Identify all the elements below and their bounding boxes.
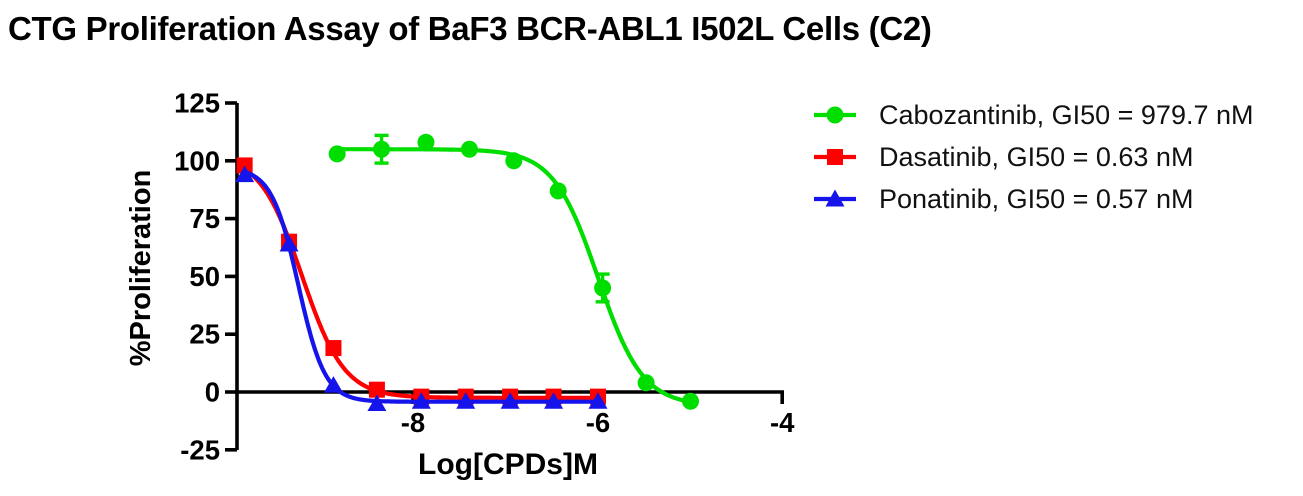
y-tick-label: 100 bbox=[174, 145, 220, 176]
data-point-ponatinib bbox=[235, 165, 255, 183]
y-tick-label: 75 bbox=[189, 203, 220, 234]
data-point-ponatinib bbox=[588, 392, 608, 409]
legend-triangle-glyph bbox=[825, 189, 845, 207]
data-point-cabozantinib bbox=[373, 140, 391, 158]
data-point-cabozantinib bbox=[594, 279, 612, 297]
data-point-ponatinib bbox=[456, 392, 476, 409]
chart-title: CTG Proliferation Assay of BaF3 BCR-ABL1… bbox=[8, 10, 932, 47]
data-point-dasatinib bbox=[236, 157, 253, 174]
y-axis-title: %Proliferation bbox=[125, 170, 157, 367]
y-tick-label: 50 bbox=[189, 261, 220, 292]
data-point-ponatinib bbox=[500, 392, 520, 409]
series-curve-cabozantinib bbox=[335, 147, 693, 404]
data-point-ponatinib bbox=[411, 392, 431, 409]
data-point-ponatinib bbox=[323, 376, 343, 393]
data-point-dasatinib bbox=[325, 340, 342, 357]
data-point-dasatinib bbox=[368, 381, 385, 398]
data-point-cabozantinib bbox=[637, 374, 655, 392]
y-tick-label: 25 bbox=[189, 319, 220, 350]
data-point-cabozantinib bbox=[328, 145, 346, 163]
x-tick-label: -6 bbox=[586, 407, 610, 438]
x-tick-label: -8 bbox=[401, 407, 425, 438]
legend-label-ponatinib: Ponatinib, GI50 = 0.57 nM bbox=[879, 183, 1194, 214]
legend-label-dasatinib: Dasatinib, GI50 = 0.63 nM bbox=[879, 141, 1194, 172]
y-tick-label: 0 bbox=[205, 377, 220, 408]
legend-item-cabozantinib: Cabozantinib, GI50 = 979.7 nM bbox=[813, 94, 1254, 136]
y-tick-label: -25 bbox=[180, 434, 220, 465]
legend-item-ponatinib: Ponatinib, GI50 = 0.57 nM bbox=[813, 178, 1254, 220]
triangle-marker-icon bbox=[814, 189, 856, 207]
data-point-cabozantinib bbox=[460, 140, 478, 158]
square-marker-icon bbox=[814, 149, 856, 165]
data-point-ponatinib bbox=[544, 392, 564, 409]
data-point-ponatinib bbox=[367, 394, 387, 412]
legend-square-glyph bbox=[827, 149, 843, 165]
data-point-cabozantinib bbox=[682, 392, 699, 410]
data-point-cabozantinib bbox=[505, 152, 523, 170]
y-tick-label: 125 bbox=[174, 88, 220, 119]
data-point-cabozantinib bbox=[549, 182, 567, 200]
series-curve-ponatinib bbox=[242, 169, 601, 404]
x-tick-label: -4 bbox=[770, 407, 795, 438]
x-axis-title: Log[CPDs]M bbox=[418, 448, 598, 481]
data-point-cabozantinib bbox=[417, 133, 435, 151]
legend-item-dasatinib: Dasatinib, GI50 = 0.63 nM bbox=[813, 136, 1254, 178]
legend: Cabozantinib, GI50 = 979.7 nM Dasatinib,… bbox=[813, 94, 1254, 220]
legend-label-cabozantinib: Cabozantinib, GI50 = 979.7 nM bbox=[879, 99, 1254, 130]
circle-marker-icon bbox=[814, 106, 856, 124]
legend-circle-glyph bbox=[826, 106, 844, 124]
data-point-ponatinib bbox=[279, 235, 299, 252]
